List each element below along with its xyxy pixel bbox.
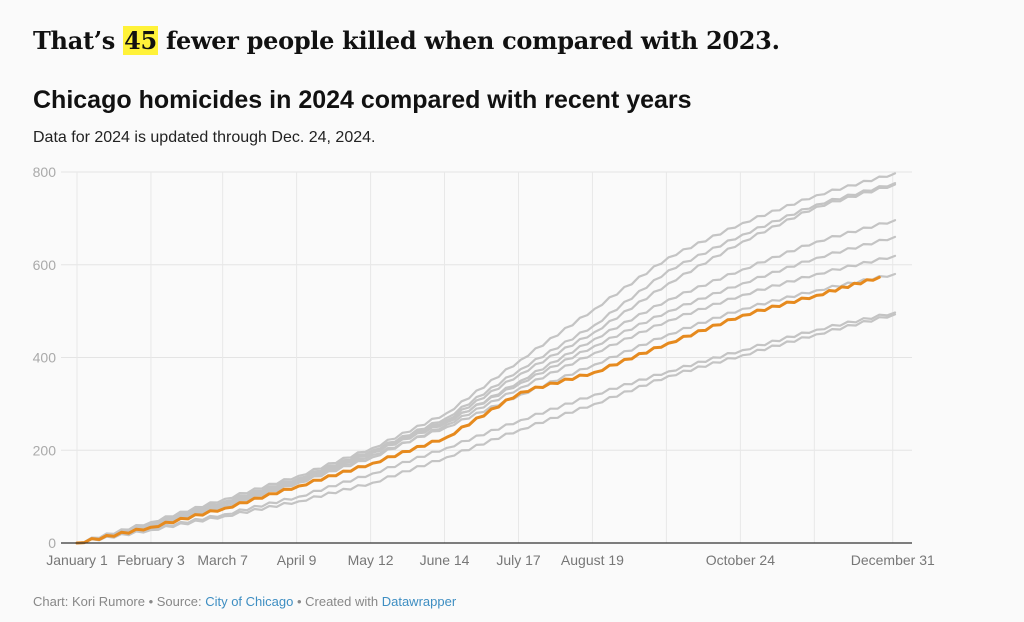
x-tick-label: January 1 xyxy=(46,552,108,568)
source-link[interactable]: City of Chicago xyxy=(205,594,294,609)
x-tick-label: February 3 xyxy=(117,552,185,568)
series-lines xyxy=(75,172,897,545)
x-tick-label: August 19 xyxy=(561,552,624,568)
footer-created-label: Created with xyxy=(305,594,382,609)
series-line-past-year xyxy=(75,235,897,545)
headline-suffix: fewer people killed when compared with 2… xyxy=(157,26,780,55)
x-tick-label: April 9 xyxy=(277,552,317,568)
footer-credit: Chart: Kori Rumore xyxy=(33,594,145,609)
y-tick-label: 200 xyxy=(33,442,57,458)
y-tick-label: 400 xyxy=(33,350,57,366)
gridlines xyxy=(61,171,912,543)
y-tick-label: 600 xyxy=(33,257,57,273)
datawrapper-link[interactable]: Datawrapper xyxy=(381,594,457,609)
line-chart: 0 200 400 600 800 January 1 February 3 March 7… xyxy=(33,164,935,568)
headline: That’s 45 fewer people killed when compa… xyxy=(33,26,780,55)
chart-subtitle: Data for 2024 is updated through Dec. 24… xyxy=(33,129,376,146)
chart-title: Chicago homicides in 2024 compared with … xyxy=(33,86,692,114)
headline-prefix: That’s xyxy=(33,26,124,55)
series-line-past-year xyxy=(75,172,897,545)
series-line-past-year xyxy=(75,311,897,545)
series-line-2024 xyxy=(75,275,881,545)
footer-source-label: Source: xyxy=(156,594,206,609)
series-line-past-year xyxy=(75,182,897,545)
x-tick-label: July 17 xyxy=(496,552,541,568)
x-tick-label: June 14 xyxy=(420,552,470,568)
x-tick-label: December 31 xyxy=(851,552,935,568)
y-tick-label: 800 xyxy=(33,164,57,180)
x-tick-label: March 7 xyxy=(197,552,248,568)
chart-footer: Chart: Kori Rumore • Source: City of Chi… xyxy=(33,594,456,609)
footer-separator: • xyxy=(144,594,157,609)
series-line-past-year xyxy=(75,254,897,545)
series-line-past-year xyxy=(75,272,897,545)
footer-separator: • xyxy=(293,594,306,609)
y-tick-label: 0 xyxy=(48,535,56,551)
x-axis-ticks: January 1 February 3 March 7 April 9 May 12 J… xyxy=(46,552,935,568)
y-axis-ticks: 0 200 400 600 800 xyxy=(33,164,57,551)
series-line-past-year xyxy=(75,313,897,545)
x-tick-label: October 24 xyxy=(706,552,775,568)
x-tick-label: May 12 xyxy=(348,552,394,568)
headline-highlight-number: 45 xyxy=(123,26,158,55)
series-line-past-year xyxy=(75,183,897,545)
series-line-past-year xyxy=(75,219,897,545)
